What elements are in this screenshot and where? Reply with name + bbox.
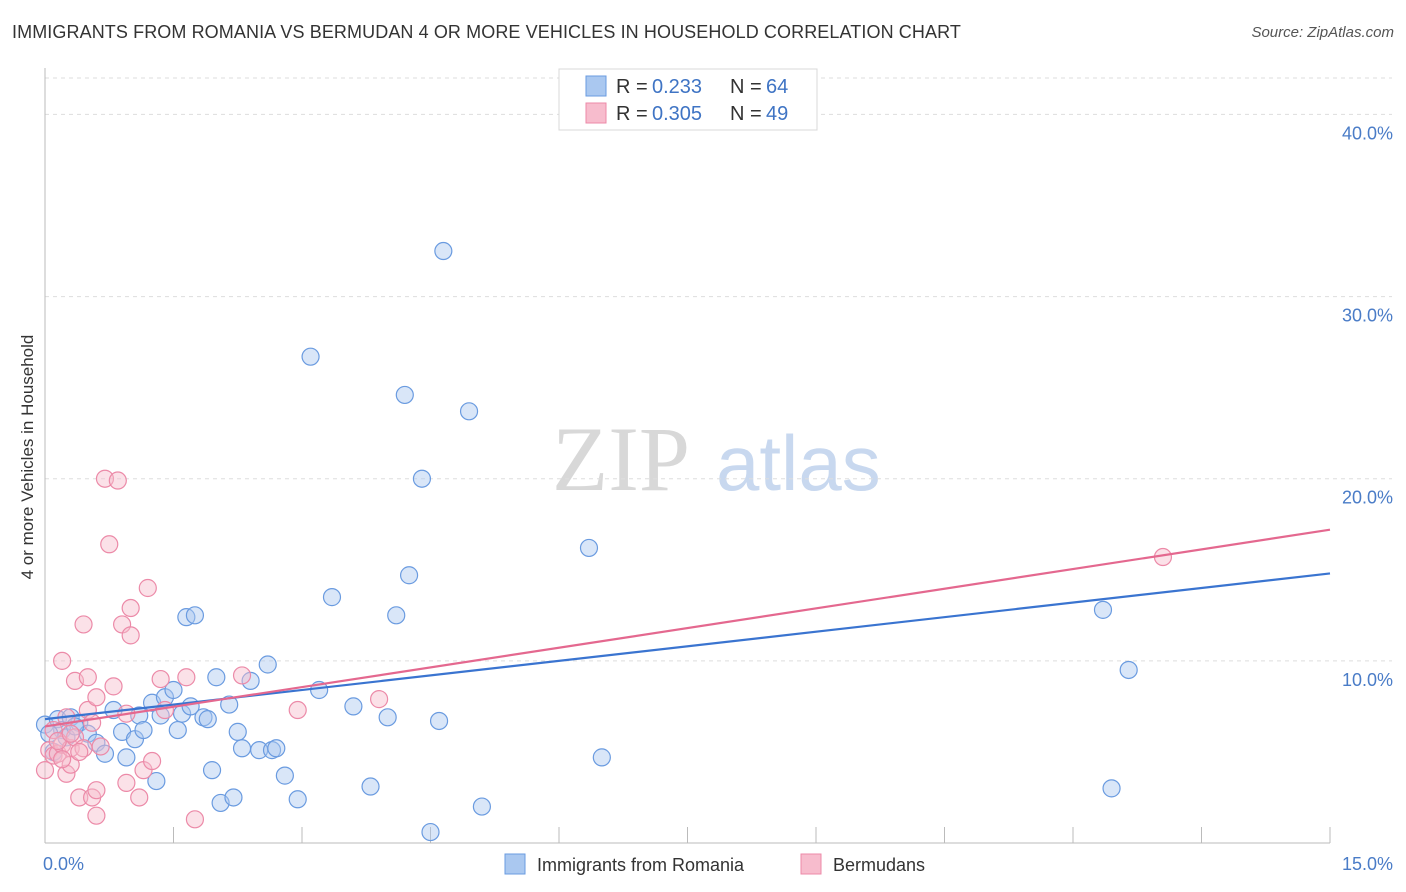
romania-point (288, 790, 307, 809)
bermudans-point (185, 810, 205, 829)
bermudans-point (121, 598, 140, 618)
romania-point (322, 588, 342, 607)
bermudans-point (74, 615, 93, 634)
bermudans-point (100, 535, 119, 554)
romania-point (202, 761, 222, 780)
bermudans-point (151, 669, 170, 689)
legend-r-value-2: 0.305 (652, 103, 702, 125)
romania-point (395, 385, 414, 405)
bermudans-point (87, 806, 106, 825)
legend-swatch-bermudans (585, 102, 607, 124)
bermudans-point (61, 724, 80, 743)
bermudans-point (104, 677, 123, 696)
romania-point (198, 710, 217, 729)
bermudans-point (121, 626, 140, 645)
x-tick-label: 15.0% (1342, 854, 1393, 874)
bermudans-point (53, 750, 72, 769)
bermudans-point (177, 668, 196, 687)
romania-point (361, 777, 380, 796)
romania-point (220, 695, 239, 714)
legend-r-label-1: R = (616, 76, 648, 98)
bermudans-point (288, 700, 307, 720)
romania-point (472, 797, 491, 816)
bermudans-point (91, 737, 110, 756)
bermudans-point (87, 688, 106, 707)
bermudans-point (130, 788, 149, 807)
romania-point (429, 711, 449, 731)
watermark-zip: ZIP (552, 408, 690, 510)
series-legend: Immigrants from Romania Bermudans (504, 853, 925, 875)
legend-r-label-2: R = (616, 103, 648, 125)
watermark-atlas: atlas (716, 419, 881, 507)
romania-point (117, 748, 136, 767)
romania-point (579, 538, 599, 558)
romania-point (378, 708, 397, 727)
bermudans-point (108, 471, 127, 490)
romania-point (224, 788, 243, 807)
bermudans-point (142, 751, 162, 771)
bermudans-point (83, 713, 102, 732)
romania-point (301, 347, 320, 366)
y-axis-label: 4 or more Vehicles in Household (18, 335, 37, 580)
romania-point (185, 606, 205, 625)
romania-point (267, 739, 286, 758)
romania-point (168, 720, 187, 740)
y-tick-label: 10.0% (1342, 670, 1393, 690)
bermudans-point (57, 764, 76, 783)
romania-point (412, 469, 432, 488)
romania-point (207, 668, 226, 687)
bermudans-point (87, 781, 106, 800)
y-tick-label: 20.0% (1342, 488, 1393, 508)
series-legend-label-bermudans: Bermudans (833, 855, 925, 875)
x-tick-label: 0.0% (43, 854, 84, 874)
romania-point (134, 720, 153, 740)
bermudans-point (35, 761, 55, 780)
series-legend-swatch-bermudans (800, 853, 822, 875)
romania-point (387, 606, 406, 625)
romania-trend-line (44, 572, 1331, 721)
romania-point (275, 766, 294, 785)
romania-point (434, 241, 453, 261)
romania-point (592, 748, 611, 767)
bermudans-point (70, 742, 89, 762)
legend-r-value-1: 0.233 (652, 76, 702, 98)
legend-n-label-1: N = (730, 76, 762, 98)
romania-point (399, 566, 419, 585)
romania-point (421, 822, 440, 842)
legend-swatch-romania (585, 75, 607, 97)
y-tick-label: 40.0% (1342, 123, 1393, 143)
legend-n-value-1: 64 (766, 76, 788, 98)
chart-title: IMMIGRANTS FROM ROMANIA VS BERMUDAN 4 OR… (12, 22, 961, 42)
bermudans-trend-line (44, 528, 1331, 728)
y-tick-label: 30.0% (1342, 306, 1393, 326)
bermudans-point (78, 668, 97, 687)
romania-point (228, 722, 247, 741)
romania-point (258, 655, 277, 674)
romania-point (1093, 600, 1113, 619)
correlation-legend: R = 0.233 N = 64 R = 0.305 N = 49 (558, 68, 818, 131)
legend-n-label-2: N = (730, 103, 762, 125)
romania-point (232, 739, 252, 758)
source-label: Source: ZipAtlas.com (1251, 24, 1394, 41)
romania-point (344, 697, 363, 716)
romania-point (147, 771, 166, 791)
series-legend-label-romania: Immigrants from Romania (537, 855, 745, 875)
romania-point (1119, 660, 1138, 680)
bermudans-point (138, 578, 157, 598)
bermudans-point (53, 651, 72, 670)
series-legend-swatch-romania (504, 853, 526, 875)
bermudans-point (232, 666, 252, 685)
romania-point (1102, 779, 1121, 798)
legend-n-value-2: 49 (766, 103, 788, 125)
romania-point (164, 680, 183, 700)
romania-point (459, 402, 479, 421)
bermudans-point (70, 788, 89, 807)
bermudans-point (370, 690, 389, 709)
bermudans-point (117, 773, 136, 792)
